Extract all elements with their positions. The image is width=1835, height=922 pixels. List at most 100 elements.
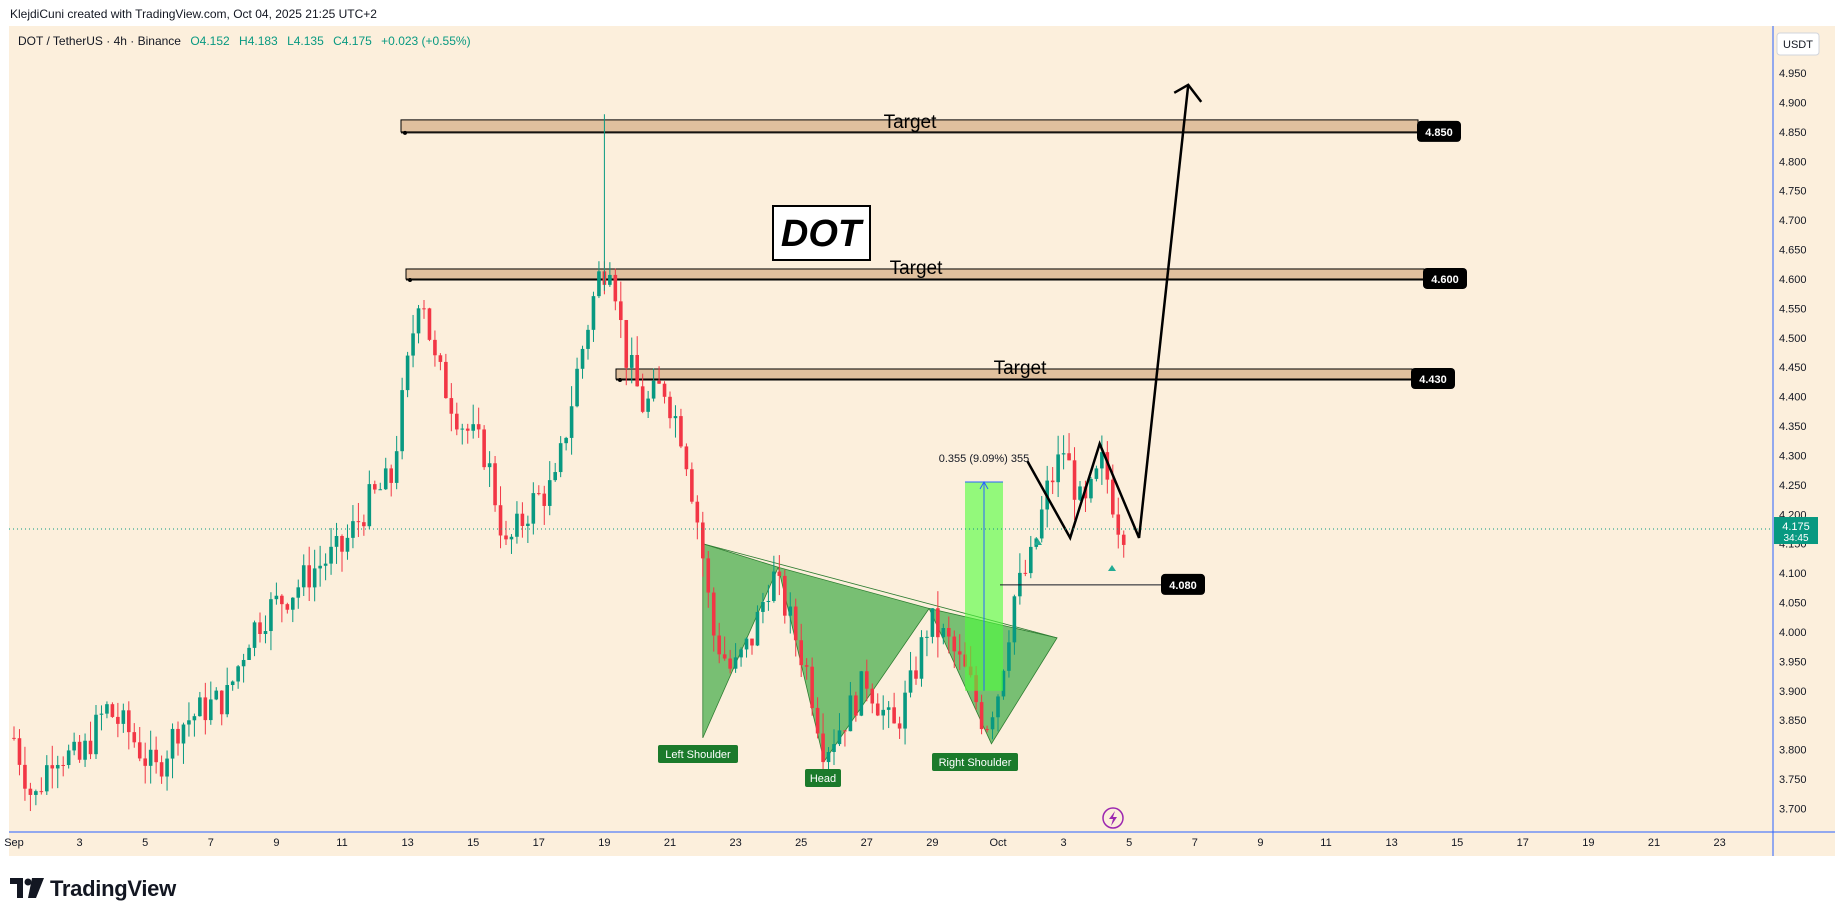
candle-body [247,647,251,660]
target-price-badge-label: 4.600 [1431,274,1459,286]
plot-background[interactable] [9,26,1774,856]
candle-body [832,744,836,752]
tradingview-logo[interactable]: TradingView [10,876,176,902]
candle-body [531,493,536,524]
candle-body [1067,453,1071,461]
candle-body [908,670,913,693]
candle-body [444,361,448,399]
candle-body [362,522,366,527]
ohlc-low: L4.135 [287,34,324,48]
time-tick-label: 23 [729,837,741,849]
time-tick-label: 19 [1582,837,1594,849]
dot-annotation-text: DOT [781,213,864,255]
candle-body [504,535,508,540]
price-tick-label: 4.700 [1779,215,1807,227]
candle-body [301,565,306,588]
time-tick-label: 17 [533,837,545,849]
candle-body [476,424,481,430]
candle-body [952,636,957,652]
time-tick-label: 13 [401,837,413,849]
candle-body [537,493,541,495]
time-tick-label: 11 [336,837,347,849]
target-zone-anchor [408,277,412,282]
price-tick-label: 3.900 [1779,686,1807,698]
candle-body [635,354,639,387]
candle-body [263,631,268,635]
measure-tool: 0.355 (9.09%) 355 [939,453,1165,691]
price-axis-background[interactable] [1774,26,1835,856]
candle-body [1023,572,1028,574]
candle-body [192,716,197,721]
signal-marker [1034,539,1042,545]
candle-body [94,714,98,755]
ohlc-change: +0.023 (+0.55%) [381,34,470,48]
candle-body [886,707,891,710]
price-tick-label: 4.600 [1779,274,1807,286]
candle-body [793,606,798,641]
candle-body [591,296,596,330]
candle-body [542,493,547,506]
currency-badge[interactable]: USDT [1776,32,1820,56]
time-axis-ticks: Sep 3 5 7 9 11 13 15 17 19 21 23 25 27 29 Oct 3 5 7 9 11 13 15… [4,837,1726,849]
candle-body [783,575,787,616]
candle-body [657,380,661,384]
time-tick-label: 21 [1648,837,1660,849]
candle-body [750,638,754,646]
candle-body [449,398,454,414]
time-tick-label: 7 [208,837,214,849]
target-price-badge-label: 4.850 [1425,127,1453,139]
measure-arrowhead [979,480,989,490]
candle-body [701,522,705,559]
pattern-label-bg [932,753,1018,771]
candle-body [1056,454,1060,483]
price-tick-label: 4.350 [1779,421,1807,433]
candle-body [903,692,907,729]
measure-label: 0.355 (9.09%) 355 [939,453,1030,465]
candle-body [1111,479,1115,515]
candle-body [165,758,169,777]
candle-body [72,741,76,751]
candle-body [498,505,503,536]
candle-body [285,604,290,610]
candle-body [580,348,585,369]
candle-body [1105,452,1110,480]
candle-body [919,637,924,679]
candle-body [34,791,38,795]
dot-annotation[interactable]: DOT [772,205,871,261]
candle-body [340,535,344,552]
candle-body [280,595,284,605]
candle-body [695,501,700,523]
candle-body [378,489,383,491]
candle-body [383,468,388,490]
price-tick-label: 3.950 [1779,656,1807,668]
candle-body [821,733,825,763]
candle-body [269,599,273,632]
price-tick-label: 4.850 [1779,127,1807,139]
candle-body [1029,546,1033,574]
ohlc-high: H4.183 [239,34,278,48]
countdown-label: 34:45 [1783,533,1808,544]
price-tick-label: 3.850 [1779,715,1807,727]
candle-body [804,665,809,667]
time-tick-label: 3 [77,837,83,849]
candle-body [198,697,202,717]
pattern-label: Left Shoulder [665,749,731,761]
candle-body [55,764,60,769]
candle-body [356,521,361,523]
candle-body [1007,642,1011,671]
candle-body [1100,452,1104,469]
lightning-icon[interactable] [1102,807,1124,829]
time-tick-label: 5 [142,837,148,849]
candle-body [690,469,694,502]
candle-body [870,688,875,704]
candle-body [137,742,142,759]
candle-body [651,380,656,399]
candle-body [558,443,563,473]
candle-body [236,666,240,682]
price-tick-label: 4.300 [1779,450,1807,462]
candle-body [788,606,793,616]
candle-body [985,729,989,731]
target-price-badge [1417,120,1461,142]
